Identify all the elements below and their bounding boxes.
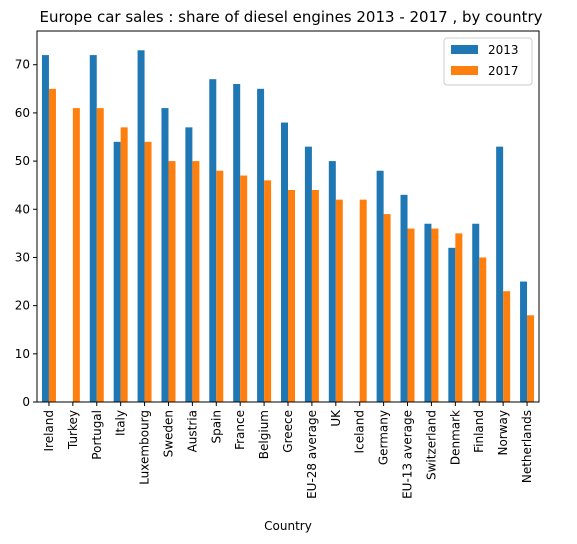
bar-2017-France xyxy=(240,175,248,402)
bar-2013-UK xyxy=(328,161,336,402)
x-tick-label: Germany xyxy=(377,410,391,465)
plot-frame xyxy=(36,30,540,403)
y-tick-label: 40 xyxy=(15,202,30,216)
y-tick-label: 0 xyxy=(22,395,30,409)
bar-2013-Ireland xyxy=(41,55,49,403)
bar-2013-Belgium xyxy=(257,88,265,402)
y-axis: 0 10 20 30 40 50 60 70 xyxy=(15,58,37,409)
bar-2017-Switzerland xyxy=(431,228,439,402)
bar-2013-Luxembourg xyxy=(137,50,145,403)
bar-2013-Denmark xyxy=(448,247,456,402)
bar-2013-Austria xyxy=(185,127,193,403)
x-tick-label: Switzerland xyxy=(424,410,438,480)
y-tick-label: 10 xyxy=(15,347,30,361)
bar-2013-Italy xyxy=(113,141,121,402)
x-tick-label: Turkey xyxy=(66,410,80,450)
bar-2017-Turkey xyxy=(72,108,80,402)
x-tick-label: Italy xyxy=(114,410,128,436)
bars-layer xyxy=(41,50,535,403)
bar-2017-Finland xyxy=(479,257,487,402)
y-tick-label: 50 xyxy=(15,154,30,168)
y-tick-label: 60 xyxy=(15,106,30,120)
bar-2013-Germany xyxy=(376,170,384,402)
x-tick-label: Luxembourg xyxy=(138,410,152,485)
y-tick-label: 70 xyxy=(15,58,30,72)
bar-2017-Italy xyxy=(120,127,128,403)
x-tick-label: Norway xyxy=(496,410,510,456)
x-tick-label: Sweden xyxy=(161,410,175,457)
y-tick-label: 30 xyxy=(15,250,30,264)
bar-2017-Greece xyxy=(288,190,295,402)
bar-2017-Sweden xyxy=(168,161,176,402)
x-tick-label: UK xyxy=(329,409,343,427)
x-tick-label: Austria xyxy=(185,410,199,452)
legend: 2013 2017 xyxy=(443,37,533,86)
x-tick-label: EU-13 average xyxy=(401,410,415,499)
legend-label-2013: 2013 xyxy=(488,43,519,57)
x-tick-label: EU-28 average xyxy=(305,410,319,499)
bar-2017-EU-28 average xyxy=(311,190,319,402)
bar-2017-Germany xyxy=(383,214,391,402)
bar-2013-EU-13 average xyxy=(400,194,408,402)
bar-2017-Denmark xyxy=(455,233,463,402)
bar-2013-EU-28 average xyxy=(304,146,312,402)
x-tick-label: Netherlands xyxy=(520,410,534,483)
x-tick-label: Iceland xyxy=(353,410,367,453)
x-tick-label: Finland xyxy=(472,410,486,453)
bar-2013-Portugal xyxy=(89,55,97,403)
y-tick-label: 20 xyxy=(15,299,30,313)
legend-label-2017: 2017 xyxy=(488,64,519,78)
x-tick-label: France xyxy=(233,410,247,450)
chart-title: Europe car sales : share of diesel engin… xyxy=(39,8,542,26)
bar-2017-Belgium xyxy=(264,180,272,402)
bar-2017-Portugal xyxy=(96,108,104,402)
bar-2017-UK xyxy=(335,199,343,402)
x-tick-label: Belgium xyxy=(257,410,271,459)
x-tick-label: Ireland xyxy=(42,410,56,452)
bar-2017-Spain xyxy=(216,170,224,402)
bar-2017-Austria xyxy=(192,161,200,402)
x-axis-label: Country xyxy=(264,519,312,533)
legend-swatch-2017 xyxy=(451,66,478,75)
bar-2017-EU-13 average xyxy=(407,228,415,402)
bar-2013-Spain xyxy=(209,79,217,403)
bar-2017-Norway xyxy=(503,291,511,402)
x-tick-label: Spain xyxy=(209,410,223,444)
bar-2013-Switzerland xyxy=(424,223,432,402)
bar-2013-Sweden xyxy=(161,108,169,402)
bar-2013-Finland xyxy=(472,223,480,402)
bar-2013-Netherlands xyxy=(520,281,528,402)
x-tick-label: Greece xyxy=(281,410,295,453)
x-tick-label: Portugal xyxy=(90,410,104,460)
bar-2017-Iceland xyxy=(359,199,367,402)
bar-2013-Greece xyxy=(281,122,288,403)
bar-2017-Ireland xyxy=(48,88,56,402)
bar-2013-France xyxy=(233,84,241,402)
bar-2017-Netherlands xyxy=(527,315,535,402)
x-tick-label: Denmark xyxy=(448,410,462,465)
bar-2017-Luxembourg xyxy=(144,141,152,402)
x-axis: Ireland Turkey Portugal Italy Luxembourg Swed… xyxy=(42,402,534,499)
legend-swatch-2013 xyxy=(451,45,478,54)
bar-2013-Norway xyxy=(496,146,504,402)
